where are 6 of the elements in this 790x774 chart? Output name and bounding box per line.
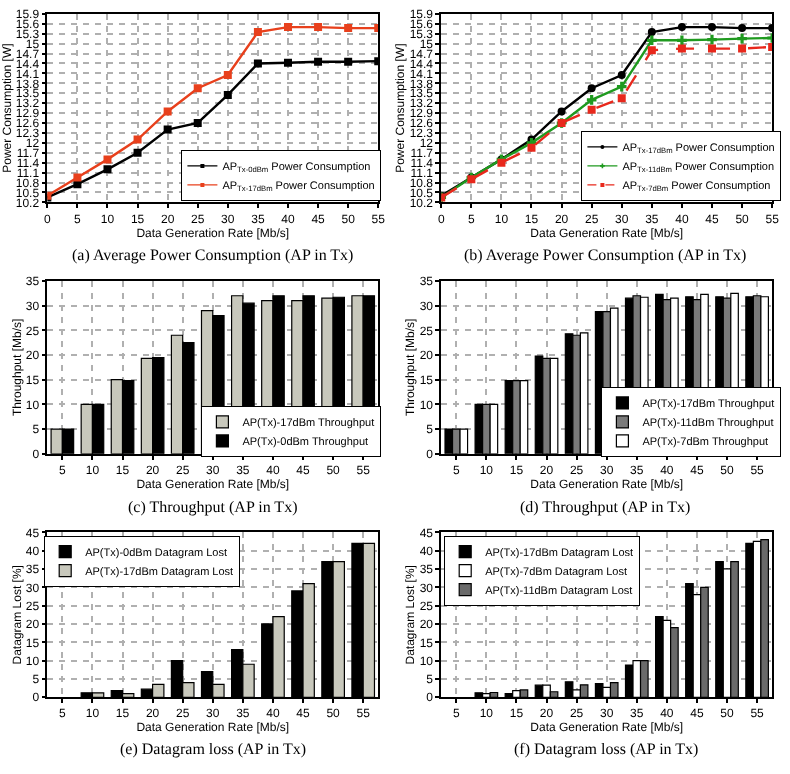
- text: (c) Throughput (AP in Tx): [128, 498, 299, 516]
- text: (a) Average Power Consumption (AP in Tx): [72, 246, 355, 264]
- text: (e) Datagram loss (AP in Tx): [120, 740, 307, 758]
- text: (d) Throughput (AP in Tx): [520, 498, 692, 516]
- text: (b) Average Power Consumption (AP in Tx): [464, 246, 748, 264]
- text: (f) Datagram loss (AP in Tx): [514, 740, 700, 758]
